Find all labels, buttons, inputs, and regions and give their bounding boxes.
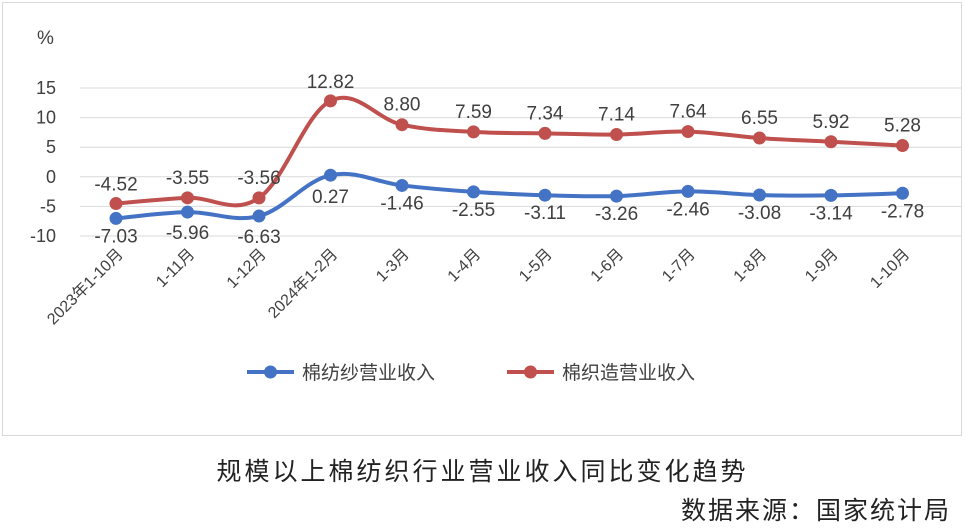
line-chart: 15 10 5 0 -5 -10% 2023年1-10月 1-11月 1-12月2024年1-2… <box>30 28 962 384</box>
series-1-data-label: -7.03 <box>94 226 137 247</box>
series-2-point <box>324 94 337 108</box>
x-tick-label: 1-8月 <box>731 246 771 286</box>
series-1-point <box>896 186 909 200</box>
series-1-data-label: -3.08 <box>738 203 781 224</box>
series-1-data-label: -2.55 <box>452 200 495 221</box>
series-1-point <box>181 205 194 219</box>
series-1-data-label: -3.26 <box>595 204 638 225</box>
series-2-point <box>753 131 766 145</box>
y-tick-label: 15 <box>36 78 56 98</box>
series-1-point <box>467 185 480 199</box>
x-tick-label: 1-12月 <box>224 246 270 292</box>
series-1-point <box>610 189 623 203</box>
series-1-point <box>109 211 123 225</box>
series-2-point <box>824 135 838 149</box>
series-1-data-label: -3.11 <box>524 203 566 224</box>
series-2-data-label: -3.56 <box>237 168 280 189</box>
x-tick-label: 1-7月 <box>659 246 699 286</box>
y-tick-label: 0 <box>46 167 56 187</box>
series-1-point <box>681 184 695 198</box>
series-2-data-label: 6.55 <box>741 108 778 129</box>
series-1-data-label: -5.96 <box>166 223 209 244</box>
series-2-point <box>610 128 623 142</box>
series-2-data-label: 7.34 <box>527 103 564 124</box>
x-tick-label: 1-6月 <box>588 246 628 286</box>
y-tick-label: 10 <box>36 108 56 128</box>
chart-frame <box>2 2 962 436</box>
caption-title: 规模以上棉纺织行业营业收入同比变化趋势 <box>216 457 749 486</box>
series-1-data-label: -2.46 <box>666 199 709 220</box>
series-2-data-label: 8.80 <box>384 95 421 116</box>
series-2-point <box>109 197 123 211</box>
series-1-point <box>824 188 838 202</box>
series-2-data-label: -4.52 <box>94 175 137 196</box>
series-2-point <box>681 125 695 139</box>
series-2-point <box>252 191 266 205</box>
y-tick-label: 5 <box>46 137 56 157</box>
x-tick-label: 2023年1-10月 <box>44 245 127 328</box>
series-2-point <box>538 126 552 140</box>
legend-marker-2 <box>524 365 537 379</box>
caption-source: 数据来源：国家统计局 <box>680 496 951 525</box>
legend-label-1: 棉纺纱营业收入 <box>302 362 435 384</box>
series-2-point <box>467 125 480 139</box>
x-tick-label: 1-10月 <box>867 246 913 292</box>
series-2-point <box>181 191 194 205</box>
series-line-2 <box>114 95 905 208</box>
x-tick-label: 2024年1-2月 <box>264 245 341 322</box>
x-tick-label: 1-3月 <box>373 246 413 286</box>
x-tick-label: 1-9月 <box>802 246 842 286</box>
x-tick-label: 1-5月 <box>516 246 556 286</box>
y-tick-label: -5 <box>40 196 56 216</box>
x-tick-label: 1-4月 <box>445 246 485 286</box>
series-2-data-label: 5.28 <box>884 116 921 137</box>
series-1-data-label: -3.14 <box>809 203 853 224</box>
series-1-point <box>538 188 552 202</box>
series-1-point <box>753 188 766 202</box>
x-tick-label: 1-11月 <box>153 246 198 291</box>
series-2-point <box>896 139 909 153</box>
series-2-data-label: 12.82 <box>307 72 355 93</box>
series-2-data-label: 7.59 <box>455 102 492 123</box>
series-1-point <box>395 178 409 192</box>
series-2-data-label: 7.64 <box>670 102 707 123</box>
series-line-1 <box>114 171 905 221</box>
series-2-point <box>395 118 409 132</box>
legend-label-2: 棉织造营业收入 <box>562 362 695 384</box>
series-1-data-label: 0.27 <box>312 187 349 208</box>
series-1-data-label: -1.46 <box>380 193 423 214</box>
series-1-data-label: -2.78 <box>881 201 924 222</box>
y-tick-label: -10 <box>30 226 56 246</box>
series-1-point <box>252 209 266 223</box>
series-2-data-label: 5.92 <box>813 112 850 133</box>
series-1-point <box>324 168 337 182</box>
series-2-data-label: 7.14 <box>598 105 635 126</box>
series-2-data-label: -3.55 <box>166 168 209 189</box>
y-unit-label: % <box>37 28 54 49</box>
legend-marker-1 <box>264 365 277 379</box>
series-1-data-label: -6.63 <box>237 227 280 248</box>
